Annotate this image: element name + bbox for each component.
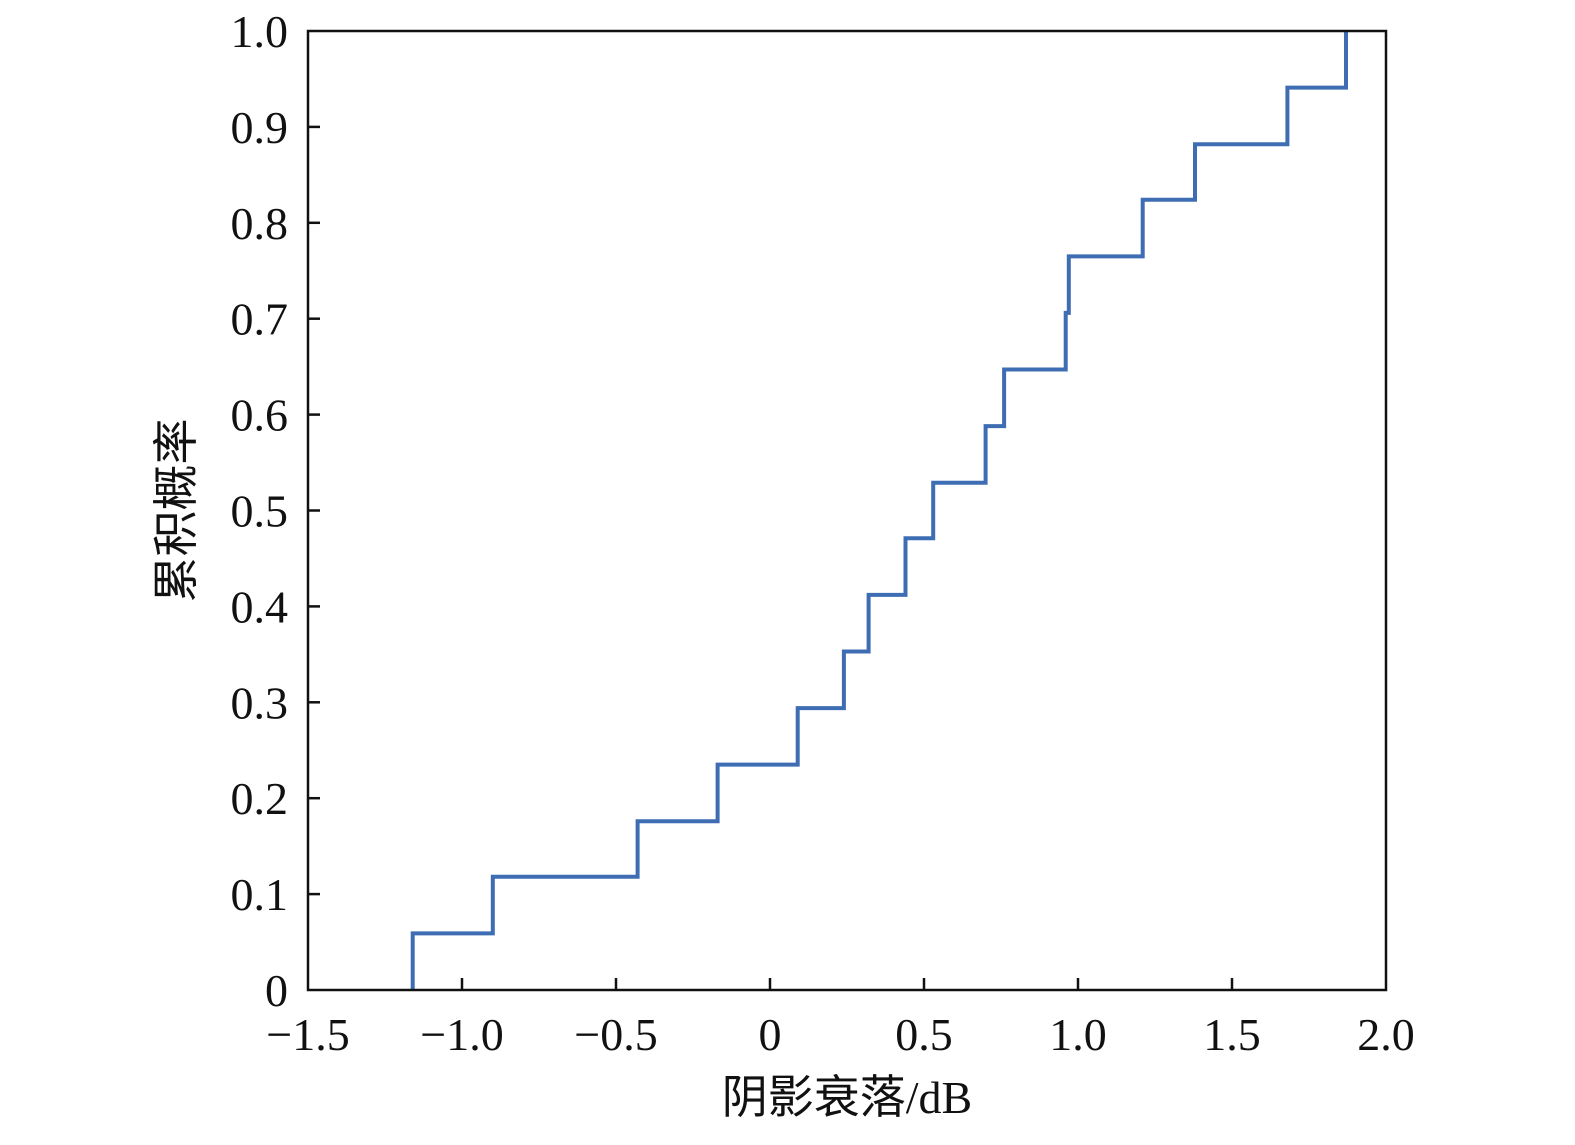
x-tick-label: 0.5 (895, 1009, 953, 1060)
x-tick-label: 0 (759, 1009, 782, 1060)
x-tick-label: −1.5 (266, 1009, 349, 1060)
x-axis: −1.5 −1.0 −0.5 0 0.5 1.0 1.5 2.0 (266, 978, 1415, 1060)
y-tick-label: 1.0 (231, 6, 289, 57)
y-tick-label: 0.3 (231, 677, 289, 728)
y-tick-label: 0.7 (231, 294, 289, 345)
x-tick-label: −0.5 (574, 1009, 657, 1060)
ecdf-series (410, 31, 1348, 990)
x-axis-title: 阴影衰落/dB (722, 1072, 972, 1123)
y-tick-label: 0.6 (231, 390, 289, 441)
x-tick-label: 2.0 (1357, 1009, 1415, 1060)
ecdf-step-line (410, 31, 1348, 990)
y-tick-label: 0.5 (231, 486, 289, 537)
y-tick-label: 0.8 (231, 198, 289, 249)
x-tick-label: 1.0 (1049, 1009, 1107, 1060)
x-tick-label: −1.0 (420, 1009, 503, 1060)
x-tick-label: 1.5 (1203, 1009, 1261, 1060)
y-tick-label: 0.1 (231, 869, 289, 920)
y-tick-label: 0 (265, 965, 288, 1016)
y-axis-title: 累积概率 (151, 419, 202, 603)
y-axis: 0 0.1 0.2 0.3 0.4 0.5 0.6 0.7 0.8 0.9 1.0 (231, 6, 320, 1016)
y-tick-label: 0.4 (231, 581, 289, 632)
y-tick-label: 0.2 (231, 773, 289, 824)
plot-frame (306, 29, 1388, 992)
y-tick-label: 0.9 (231, 102, 289, 153)
